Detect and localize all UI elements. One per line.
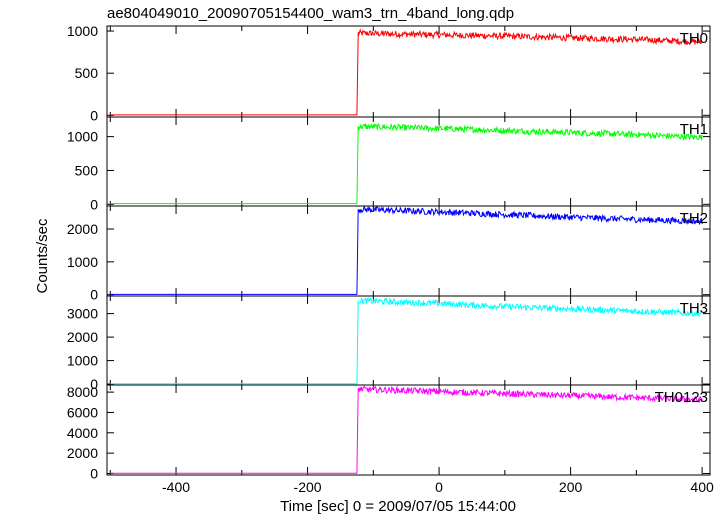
panel-th2: 0 1000 2000 TH2 [67, 205, 711, 303]
y-axis-label: Counts/sec [34, 218, 51, 294]
x-tick-label: 200 [559, 479, 583, 495]
y-tick-label: 0 [90, 465, 98, 481]
series-line-th0 [110, 28, 703, 116]
y-tick-label: 0 [90, 107, 98, 123]
y-tick-label: 1000 [67, 23, 98, 39]
panel-frame [106, 116, 711, 207]
panel-th0: 0 500 1000 TH0 [67, 23, 711, 123]
x-tick-label: -200 [294, 479, 322, 495]
panel-label: TH0 [680, 30, 708, 47]
y-tick-label: 4000 [67, 425, 98, 441]
y-tick-label: 1000 [67, 254, 98, 270]
panel-label: TH1 [680, 121, 708, 138]
y-tick-label: 500 [75, 162, 99, 178]
y-tick-label: 0 [90, 287, 98, 303]
series-line-th0123 [110, 384, 703, 474]
y-tick-label: 8000 [67, 384, 98, 400]
panel-frame [106, 384, 711, 476]
x-axis-label: Time [sec] 0 = 2009/07/05 15:44:00 [280, 498, 516, 515]
y-tick-label: 1000 [67, 129, 98, 145]
y-tick-label: 6000 [67, 404, 98, 420]
chart-title: ae804049010_20090705154400_wam3_trn_4ban… [107, 5, 514, 22]
y-tick-label: 0 [90, 196, 98, 212]
panel-th0123: 0 2000 4000 6000 8000 TH0123 [67, 384, 711, 481]
panel-th3: 0 1000 2000 3000 TH3 [67, 295, 711, 392]
series-line-th1 [110, 122, 703, 205]
y-tick-label: 2000 [67, 221, 98, 237]
series-line-th2 [110, 205, 703, 295]
y-tick-label: 3000 [67, 306, 98, 322]
y-tick-label: 500 [75, 65, 99, 81]
y-tick-label: 2000 [67, 329, 98, 345]
panel-label: TH0123 [655, 389, 708, 406]
y-tick-label: 1000 [67, 353, 98, 369]
y-tick-label: 0 [90, 376, 98, 392]
y-tick-label: 2000 [67, 445, 98, 461]
x-tick-label: -400 [162, 479, 190, 495]
series-line-th3 [110, 296, 703, 385]
panel-label: TH3 [680, 300, 708, 317]
panel-label: TH2 [680, 210, 708, 227]
x-tick-label: 0 [435, 479, 443, 495]
x-tick-label: 400 [690, 479, 714, 495]
panel-th1: 0 500 1000 TH1 [67, 116, 711, 212]
